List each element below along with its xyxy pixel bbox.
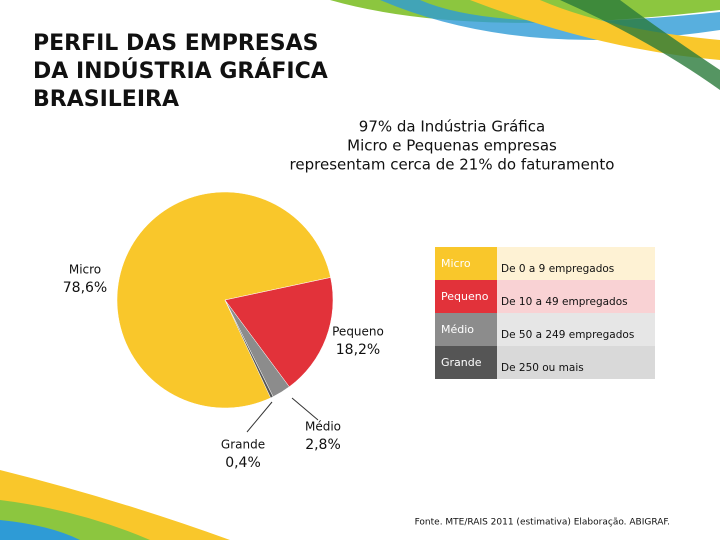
legend-description: De 250 ou mais: [501, 362, 584, 374]
slice-name: Micro: [69, 263, 101, 277]
legend-cell: [497, 346, 655, 379]
slice-name: Pequeno: [332, 325, 384, 339]
subtitle: Micro e Pequenas empresas: [347, 137, 557, 155]
legend-name: Grande: [441, 356, 482, 369]
title: DA INDÚSTRIA GRÁFICA: [33, 58, 328, 84]
legend-cell: [497, 280, 655, 313]
slice-name: Grande: [221, 438, 265, 452]
title: BRASILEIRA: [33, 87, 179, 112]
slice-value: 18,2%: [336, 342, 380, 358]
legend-swatch: [435, 313, 497, 346]
leader-line: [246, 401, 273, 433]
legend-swatch: [435, 346, 497, 379]
title: PERFIL DAS EMPRESAS: [33, 31, 319, 56]
legend-name: Médio: [441, 323, 474, 336]
legend-name: Micro: [441, 257, 471, 270]
legend-cell: [497, 313, 655, 346]
slice-name: Médio: [305, 420, 341, 434]
pie-slice: [116, 191, 331, 409]
pie-slice: [224, 277, 334, 388]
legend-swatch: [435, 280, 497, 313]
slice-value: 2,8%: [305, 437, 341, 453]
slice-value: 0,4%: [225, 455, 261, 471]
legend-name: Pequeno: [441, 290, 489, 303]
legend-swatch: [435, 247, 497, 280]
leader-line: [291, 397, 319, 421]
legend-description: De 50 a 249 empregados: [501, 329, 634, 341]
legend-description: De 0 a 9 empregados: [501, 263, 614, 275]
source: Fonte. MTE/RAIS 2011 (estimativa) Elabor…: [415, 518, 670, 528]
subtitle: 97% da Indústria Gráfica: [359, 118, 545, 136]
legend-cell: [497, 247, 655, 280]
legend-description: De 10 a 49 empregados: [501, 296, 628, 308]
pie-slice: [224, 299, 274, 399]
subtitle: representam cerca de 21% do faturamento: [290, 156, 615, 174]
slice-value: 78,6%: [63, 280, 107, 296]
